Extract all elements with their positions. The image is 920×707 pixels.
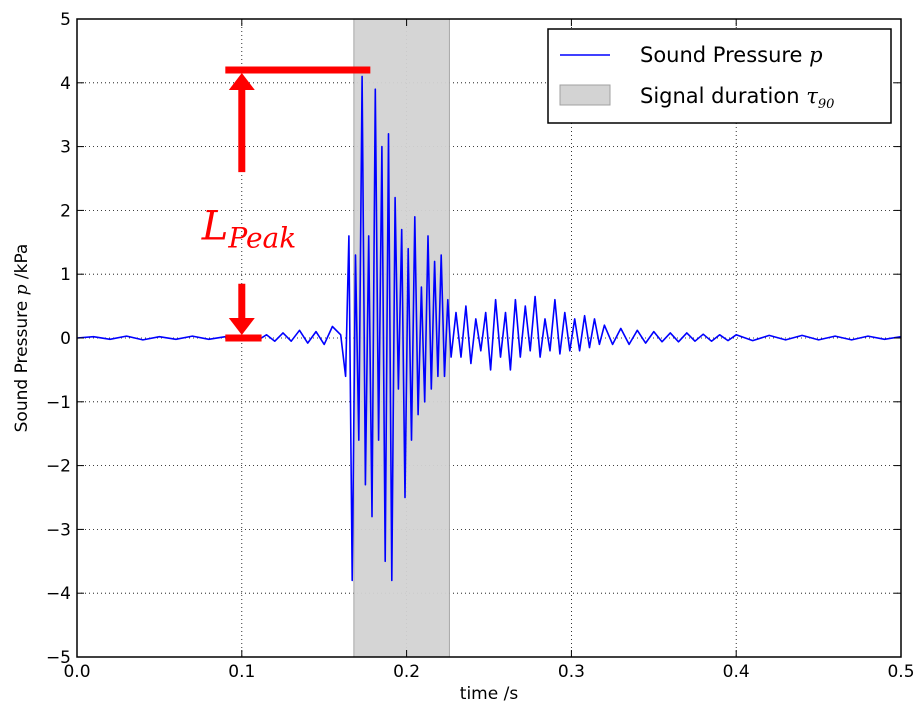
y-tick-labels: −5 −4 −3 −2 −1 0 1 2 3 4 5 <box>46 10 71 668</box>
peak-arrow-head-down <box>228 318 255 335</box>
y-tick-label: −5 <box>46 648 71 668</box>
legend-label-1-text: Signal duration <box>640 84 806 108</box>
y-axis-label-math: p <box>12 284 32 295</box>
legend-label-sound-pressure: Sound Pressure p <box>640 43 823 67</box>
y-tick-label: 1 <box>60 265 71 285</box>
peak-label-main: L <box>201 204 229 250</box>
x-tick-labels: 0.0 0.1 0.2 0.3 0.4 0.5 <box>63 662 914 682</box>
x-tick-label: 0.1 <box>228 662 255 682</box>
legend-label-1-math: τ <box>806 84 818 108</box>
legend-label-signal-duration: Signal duration τ90 <box>640 84 834 112</box>
y-tick-label: 5 <box>60 10 71 30</box>
legend-label-0-math: p <box>809 43 822 67</box>
x-tick-label: 0.5 <box>887 662 914 682</box>
y-tick-label: −2 <box>46 457 71 477</box>
y-axis-label: Sound Pressure p /kPa <box>12 244 32 433</box>
signal-duration-region <box>353 18 450 658</box>
legend: Sound Pressure p Signal duration τ90 <box>547 28 892 124</box>
y-tick-label: 3 <box>60 138 71 158</box>
grid <box>77 19 901 657</box>
y-tick-label: 0 <box>60 329 71 349</box>
x-tick-label: 0.2 <box>393 662 420 682</box>
peak-label: LPeak <box>201 204 296 255</box>
x-tick-label: 0.3 <box>558 662 585 682</box>
y-tick-label: −4 <box>46 584 71 604</box>
x-tick-label: 0.4 <box>723 662 750 682</box>
legend-label-0-text: Sound Pressure <box>640 43 809 67</box>
y-tick-label: −3 <box>46 520 71 540</box>
x-tick-label: 0.0 <box>63 662 90 682</box>
ticks <box>76 18 902 658</box>
y-tick-label: 4 <box>60 74 71 94</box>
y-axis-label-pre: Sound Pressure <box>12 295 32 432</box>
legend-label-1-sub: 90 <box>818 97 835 112</box>
x-axis-label: time /s <box>460 684 519 704</box>
legend-box <box>547 28 892 124</box>
peak-label-sub: Peak <box>227 222 296 255</box>
signal-duration-band <box>353 18 450 658</box>
y-tick-label: −1 <box>46 393 71 413</box>
y-tick-label: 2 <box>60 201 71 221</box>
y-axis-label-post: /kPa <box>12 244 32 285</box>
legend-patch-swatch <box>559 84 611 106</box>
peak-annotation: LPeak <box>201 66 371 342</box>
series-line-sound-pressure <box>76 75 902 582</box>
series-layer <box>76 75 902 582</box>
peak-arrow-head-up <box>228 73 255 91</box>
